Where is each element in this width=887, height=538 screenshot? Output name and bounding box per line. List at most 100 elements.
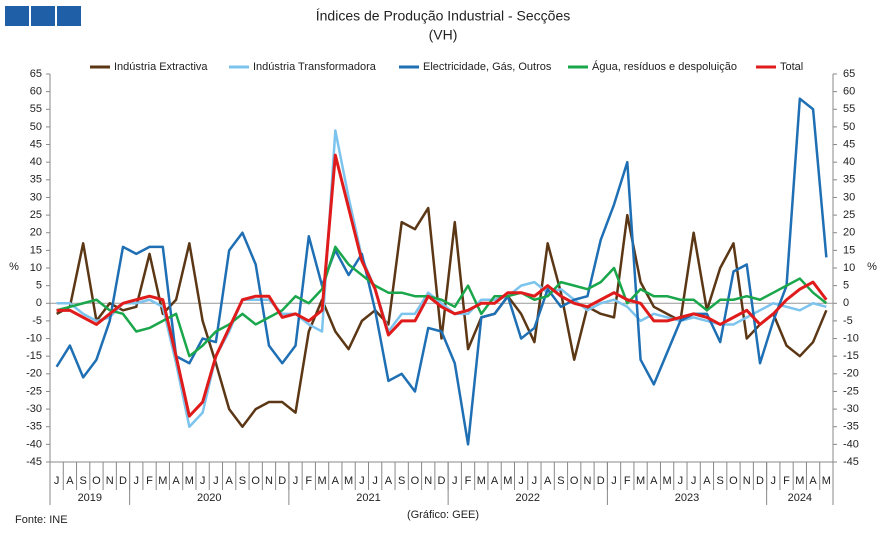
y2-tick-label: -30 [843,403,859,415]
x-tick-label: M [503,475,512,487]
y2-tick-label: 65 [843,68,855,80]
y-tick-label: -10 [26,332,42,344]
x-tick-label: A [66,475,74,487]
x-tick-label: O [411,475,420,487]
x-tick-label: F [624,475,631,487]
x-tick-label: J [54,475,60,487]
y2-tick-label: -35 [843,421,859,433]
x-tick-label: J [213,475,219,487]
y-tick-label: -30 [26,403,42,415]
legend-label: Total [780,61,803,73]
y2-tick-label: 5 [843,280,849,292]
x-tick-label: M [158,475,167,487]
x-tick-label: J [134,475,140,487]
y2-tick-label: 30 [843,191,855,203]
series-line [56,153,828,418]
y-tick-label: 5 [36,280,42,292]
x-tick-label: A [491,475,499,487]
legend-label: Água, resíduos e despoluição [592,60,737,73]
x-tick-label: F [783,475,790,487]
year-label: 2024 [788,492,812,504]
y-tick-label: 50 [30,121,42,133]
chart-subtitle: (VH) [429,27,458,43]
x-tick-label: D [278,475,286,487]
x-tick-label: A [172,475,180,487]
x-tick-label: A [225,475,233,487]
x-tick-label: A [544,475,552,487]
source-note: Fonte: INE [15,514,68,526]
x-tick-label: F [305,475,312,487]
x-tick-label: M [636,475,645,487]
y2-tick-label: 45 [843,138,855,150]
x-tick-label: N [743,475,751,487]
y-tick-label: -5 [32,315,42,327]
y-tick-label: -45 [26,456,42,468]
y-tick-label: 35 [30,174,42,186]
y2-tick-label: 15 [843,244,855,256]
x-tick-label: J [611,475,617,487]
y2-axis-label: % [867,261,877,273]
x-tick-label: O [251,475,260,487]
x-tick-label: S [398,475,405,487]
year-label: 2019 [78,492,102,504]
x-tick-label: M [477,475,486,487]
logo-block [57,6,81,26]
credit-note: (Gráfico: GEE) [407,509,479,521]
x-tick-label: F [146,475,153,487]
x-tick-label: D [756,475,764,487]
legend-label: Indústria Transformadora [253,61,377,73]
x-tick-label: M [795,475,804,487]
y-tick-label: 65 [30,68,42,80]
logo-block [5,6,29,26]
x-tick-label: J [359,475,365,487]
y2-tick-label: 50 [843,121,855,133]
x-tick-label: A [650,475,658,487]
y-tick-label: 60 [30,86,42,98]
y-tick-label: 30 [30,191,42,203]
y-tick-label: -15 [26,350,42,362]
x-tick-label: O [729,475,738,487]
year-label: 2023 [675,492,699,504]
y-tick-label: 20 [30,227,42,239]
y-tick-label: -25 [26,385,42,397]
y2-tick-label: 0 [843,297,849,309]
series-line [56,129,827,428]
y-tick-label: 10 [30,262,42,274]
x-tick-label: J [691,475,697,487]
series-line [56,206,828,428]
x-tick-label: N [424,475,432,487]
year-label: 2022 [516,492,540,504]
logo-block [31,6,55,26]
y2-tick-label: -45 [843,456,859,468]
chart-title: Índices de Produção Industrial - Secções [316,8,570,24]
legend-label: Electricidade, Gás, Outros [423,61,552,73]
x-tick-label: N [265,475,273,487]
year-label: 2021 [356,492,380,504]
y2-tick-label: 25 [843,209,855,221]
y-tick-label: 55 [30,103,42,115]
x-tick-label: D [438,475,446,487]
legend-label: Indústria Extractiva [114,61,208,73]
x-tick-label: D [119,475,127,487]
series-line [56,245,828,358]
x-tick-label: M [822,475,831,487]
y-tick-label: -35 [26,421,42,433]
x-tick-label: A [385,475,393,487]
x-tick-label: S [239,475,246,487]
y-tick-label: 25 [30,209,42,221]
x-tick-label: M [663,475,672,487]
x-tick-label: M [344,475,353,487]
y2-tick-label: -15 [843,350,859,362]
x-tick-label: J [532,475,538,487]
x-tick-label: J [518,475,524,487]
x-tick-label: S [80,475,87,487]
y2-tick-label: 20 [843,227,855,239]
y2-tick-label: -20 [843,368,859,380]
x-tick-label: S [717,475,724,487]
x-tick-label: N [584,475,592,487]
y-tick-label: 40 [30,156,42,168]
y-tick-label: -20 [26,368,42,380]
year-label: 2020 [197,492,221,504]
y-tick-label: 0 [36,297,42,309]
